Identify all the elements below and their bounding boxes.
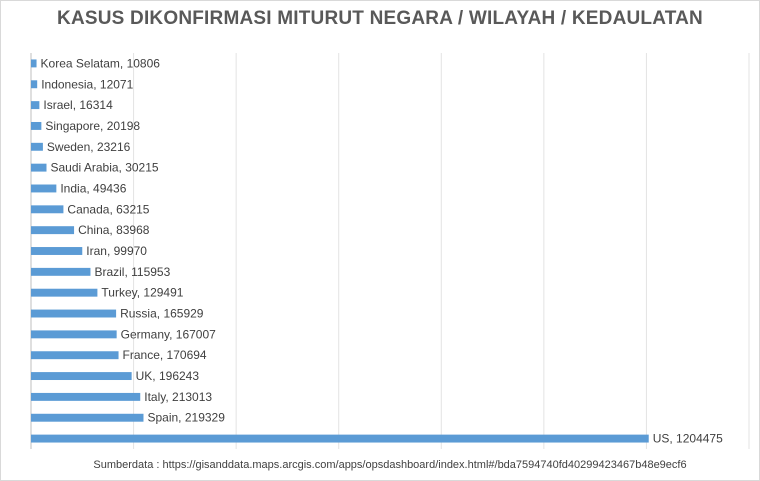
bar-uk — [31, 372, 132, 381]
data-label: Iran, 99970 — [86, 244, 147, 258]
data-label: UK, 196243 — [136, 369, 200, 383]
bar-italy — [31, 392, 141, 401]
data-label: Singapore, 20198 — [45, 119, 140, 133]
bar-korea-selatam — [31, 59, 37, 68]
bar-canada — [31, 205, 64, 214]
data-label: Israel, 16314 — [43, 98, 113, 112]
data-label: US, 1204475 — [653, 432, 723, 446]
data-label: Sweden, 23216 — [47, 140, 131, 154]
bar-iran — [31, 247, 83, 255]
bar-russia — [31, 309, 117, 318]
bar-france — [31, 351, 119, 360]
bar-spain — [31, 413, 144, 422]
bar-us — [31, 434, 649, 443]
bar-saudi-arabia — [31, 163, 47, 172]
bar-turkey — [31, 288, 98, 297]
bar-india — [31, 184, 57, 193]
bar-china — [31, 226, 75, 235]
bar-germany — [31, 330, 117, 339]
data-label: China, 83968 — [78, 223, 150, 237]
data-label: Canada, 63215 — [67, 202, 149, 216]
bar-brazil — [31, 267, 91, 276]
data-label: France, 170694 — [123, 348, 207, 362]
data-label: Indonesia, 12071 — [41, 77, 133, 91]
source-footnote: Sumberdata : https://gisanddata.maps.arc… — [93, 459, 687, 471]
data-label: Saudi Arabia, 30215 — [50, 161, 158, 175]
bar-indonesia — [31, 80, 38, 89]
data-label: Turkey, 129491 — [101, 286, 183, 300]
bar-israel — [31, 101, 40, 110]
data-label: Spain, 219329 — [147, 411, 225, 425]
bar-singapore — [31, 121, 42, 130]
bar-sweden — [31, 142, 43, 151]
chart-title: KASUS DIKONFIRMASI MITURUT NEGARA / WILA… — [57, 8, 703, 29]
data-label: Russia, 165929 — [120, 307, 204, 321]
data-label: Germany, 167007 — [121, 327, 216, 341]
data-label: Korea Selatam, 10806 — [41, 56, 161, 70]
data-label: Brazil, 115953 — [94, 265, 170, 279]
data-label: India, 49436 — [60, 181, 126, 195]
data-label: Italy, 213013 — [144, 390, 212, 404]
